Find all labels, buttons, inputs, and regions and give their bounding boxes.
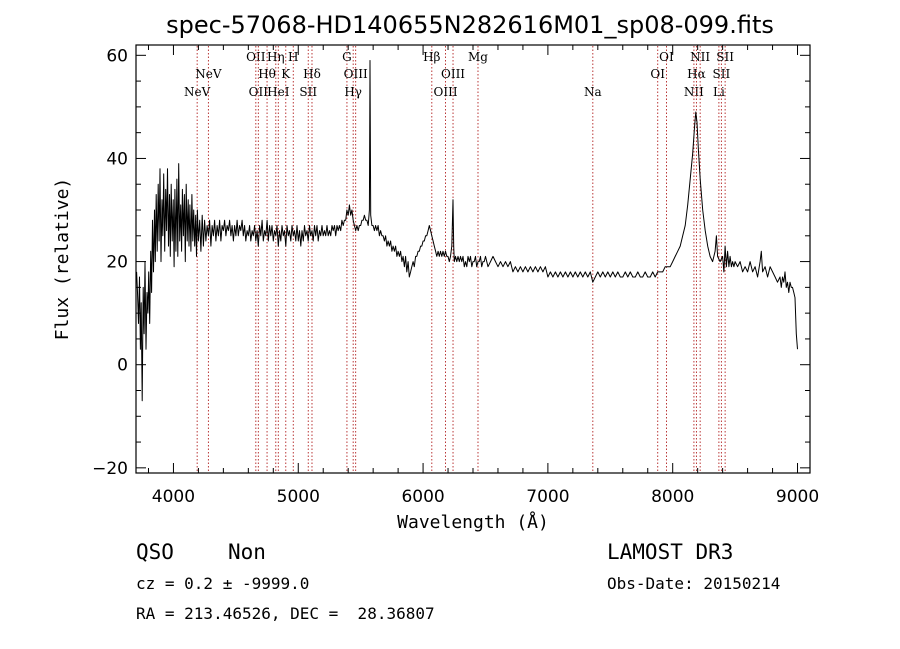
y-axis-label: Flux (relative) (52, 178, 73, 341)
line-label-11: G (342, 50, 352, 64)
y-axis-ticks: −20 0 20 40 60 (92, 46, 810, 479)
line-label-23: NII (690, 50, 710, 64)
line-label-20: OI (659, 50, 674, 64)
line-label-10: Hδ (303, 67, 321, 81)
survey-name: LAMOST DR3 (607, 540, 734, 564)
x-tick-label: 9000 (776, 487, 819, 507)
line-label-1: NeV (195, 67, 222, 81)
line-label-21: NII (684, 85, 704, 99)
line-label-16: OIII (441, 67, 465, 81)
line-label-6: HeI (267, 85, 290, 99)
object-class: QSO (136, 540, 174, 564)
redshift-line: cz = 0.2 ± -9999.0 (136, 574, 310, 593)
x-tick-label: 6000 (401, 487, 444, 507)
line-label-8: H (288, 50, 298, 64)
line-label-14: Hβ (423, 50, 440, 64)
line-label-0: NeV (184, 85, 211, 99)
line-label-18: Na (584, 85, 602, 99)
line-label-17: Mg (468, 50, 488, 64)
y-tick-label: 20 (106, 253, 128, 273)
y-tick-label: −20 (92, 459, 128, 479)
line-label-13: OIII (344, 67, 368, 81)
line-label-7: K (281, 67, 291, 81)
x-axis-label: Wavelength (Å) (397, 511, 549, 533)
x-tick-label: 5000 (277, 487, 320, 507)
line-label-9: SII (299, 85, 317, 99)
line-label-12: Hγ (344, 85, 362, 99)
line-label-3: OII (249, 85, 269, 99)
line-label-15: OIII (434, 85, 458, 99)
line-label-2: OII (246, 50, 266, 64)
y-tick-label: 0 (117, 356, 128, 376)
x-axis-ticks: 4000 5000 6000 7000 8000 9000 (147, 45, 819, 507)
x-tick-label: 7000 (526, 487, 569, 507)
line-label-5: Hη (267, 50, 285, 64)
y-tick-label: 60 (106, 46, 128, 66)
line-label-26: SII (716, 50, 734, 64)
spectrum-series (136, 60, 798, 402)
line-label-22: Hα (687, 67, 706, 81)
chart-title: spec-57068-HD140655N282616M01_sp08-099.f… (166, 11, 774, 39)
x-tick-label: 8000 (651, 487, 694, 507)
x-tick-label: 4000 (152, 487, 195, 507)
line-label-4: Hθ (258, 67, 276, 81)
emission-line-markers: NeVNeVOIIOIIHθHηHeIKHSIIHδGHγOIIIHβOIIIO… (184, 46, 734, 472)
line-label-25: SII (713, 67, 731, 81)
plot-frame (135, 44, 811, 474)
observation-date: Obs-Date: 20150214 (607, 574, 781, 593)
spectrum-line (136, 60, 798, 402)
line-label-24: Li (713, 85, 725, 99)
coordinates-line: RA = 213.46526, DEC = 28.36807 (136, 604, 435, 623)
line-label-19: OI (650, 67, 665, 81)
y-tick-label: 40 (106, 149, 128, 169)
object-subclass: Non (228, 540, 266, 564)
